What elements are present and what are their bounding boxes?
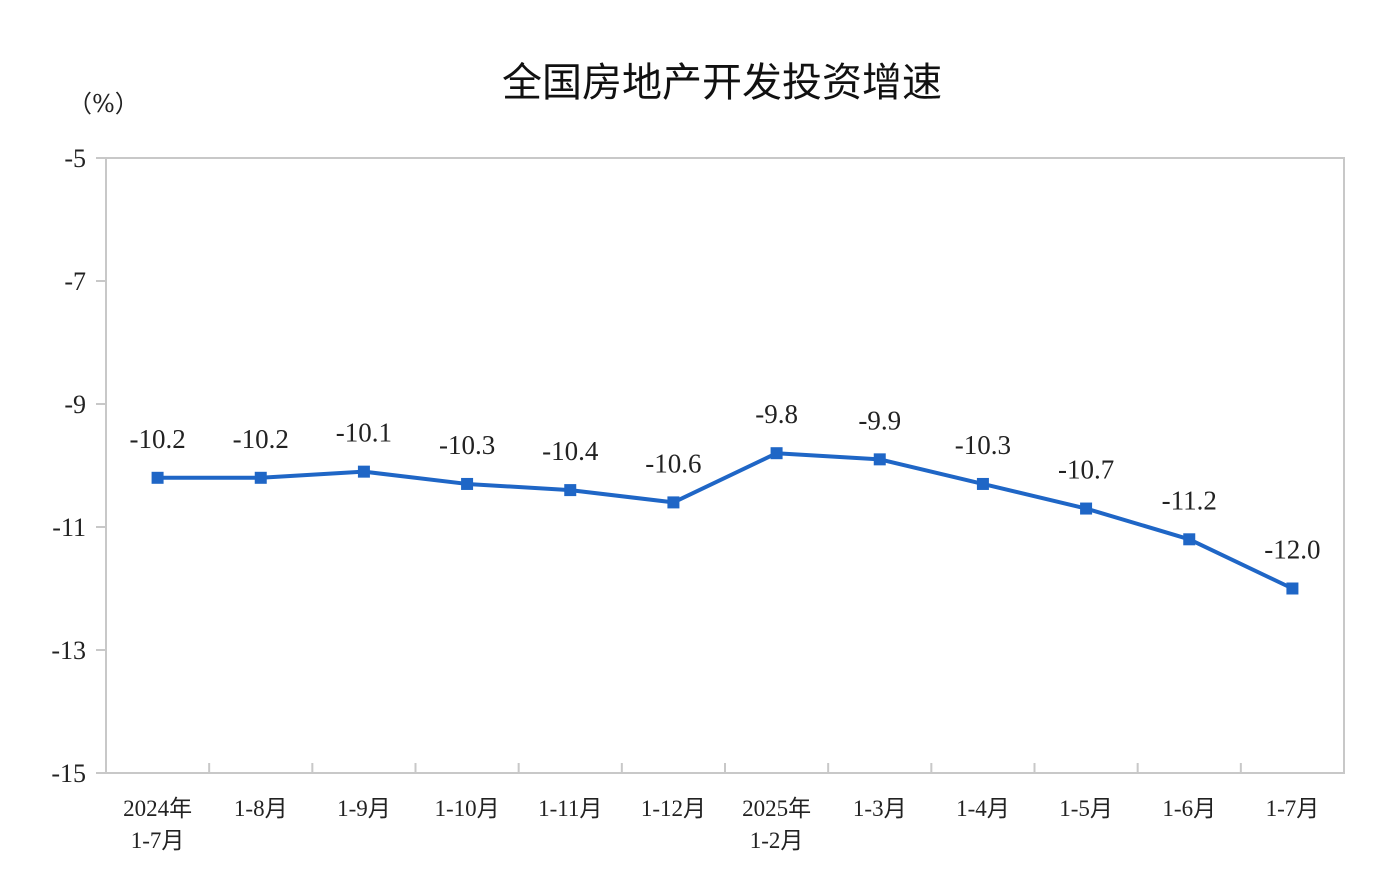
data-point: [770, 447, 783, 460]
x-tick-label: 1-8月: [234, 796, 288, 821]
x-tick-label-line: 1-7月: [1266, 796, 1320, 821]
data-label: -10.7: [1058, 455, 1114, 485]
x-tick-label-line: 2025年: [742, 796, 811, 821]
y-axis: -5 -7 -9 -11 -13 -15: [51, 144, 106, 788]
data-point: [357, 465, 370, 478]
data-point: [564, 484, 577, 497]
y-tick-label: -15: [51, 759, 86, 788]
x-tick-label-line: 1-10月: [434, 796, 499, 821]
x-tick-label-line: 1-2月: [750, 828, 804, 853]
data-point: [254, 471, 267, 484]
y-tick-label: -7: [64, 267, 86, 296]
data-label: -10.2: [129, 424, 185, 454]
plot-frame: [105, 157, 1345, 774]
data-label: -10.3: [955, 430, 1011, 460]
data-point: [1080, 502, 1093, 515]
x-tick-label-line: 1-9月: [337, 796, 391, 821]
x-tick-label-line: 1-8月: [234, 796, 288, 821]
data-point: [461, 477, 474, 490]
y-unit-label: （%）: [68, 90, 139, 118]
y-tick-label: -9: [64, 390, 86, 419]
x-tick-label: 1-12月: [641, 796, 706, 821]
x-tick-label: 1-9月: [337, 796, 391, 821]
x-tick-label-line: 1-12月: [641, 796, 706, 821]
data-label: -10.3: [439, 430, 495, 460]
data-point: [976, 477, 989, 490]
x-tick-label: 1-7月: [1266, 796, 1320, 821]
x-tick-label-line: 1-3月: [853, 796, 907, 821]
data-label: -11.2: [1162, 485, 1217, 515]
data-label: -10.6: [645, 448, 701, 478]
x-tick-label: 1-10月: [434, 796, 499, 821]
x-tick-label-line: 2024年: [123, 796, 192, 821]
data-point: [151, 471, 164, 484]
x-axis: 2024年 1-7月 1-8月 1-9月 1-10月 1-11月 1-12月 2025年 1-2…: [123, 763, 1319, 853]
data-label: -10.4: [542, 436, 599, 466]
x-tick-label: 2025年 1-2月: [742, 796, 811, 853]
data-point: [667, 496, 680, 509]
x-tick-label: 1-4月: [956, 796, 1010, 821]
series-line: [157, 451, 1294, 591]
y-tick-label: -13: [51, 636, 86, 665]
x-tick-label: 2024年 1-7月: [123, 796, 192, 853]
data-label: -12.0: [1264, 535, 1320, 565]
x-tick-label-line: 1-11月: [538, 796, 602, 821]
data-point: [1286, 582, 1299, 595]
x-tick-label-line: 1-7月: [131, 828, 185, 853]
x-tick-label-line: 1-4月: [956, 796, 1010, 821]
x-tick-label: 1-3月: [853, 796, 907, 821]
series-group: -10.2 -10.2 -10.1 -10.3 -10.4 -10.6 -9.8 -9.9 -1…: [129, 399, 1321, 595]
y-tick-label: -5: [64, 144, 86, 173]
y-tick-label: -11: [52, 513, 86, 542]
data-point: [873, 453, 886, 466]
chart-title: 全国房地产开发投资增速: [502, 60, 942, 106]
data-label: -9.8: [755, 399, 798, 429]
data-point: [1183, 533, 1196, 546]
data-label: -10.1: [336, 418, 392, 448]
data-label: -9.9: [858, 405, 901, 435]
x-tick-label: 1-6月: [1162, 796, 1216, 821]
x-tick-label: 1-5月: [1059, 796, 1113, 821]
x-tick-label-line: 1-5月: [1059, 796, 1113, 821]
x-tick-label: 1-11月: [538, 796, 602, 821]
data-label: -10.2: [233, 424, 289, 454]
x-tick-label-line: 1-6月: [1162, 796, 1216, 821]
